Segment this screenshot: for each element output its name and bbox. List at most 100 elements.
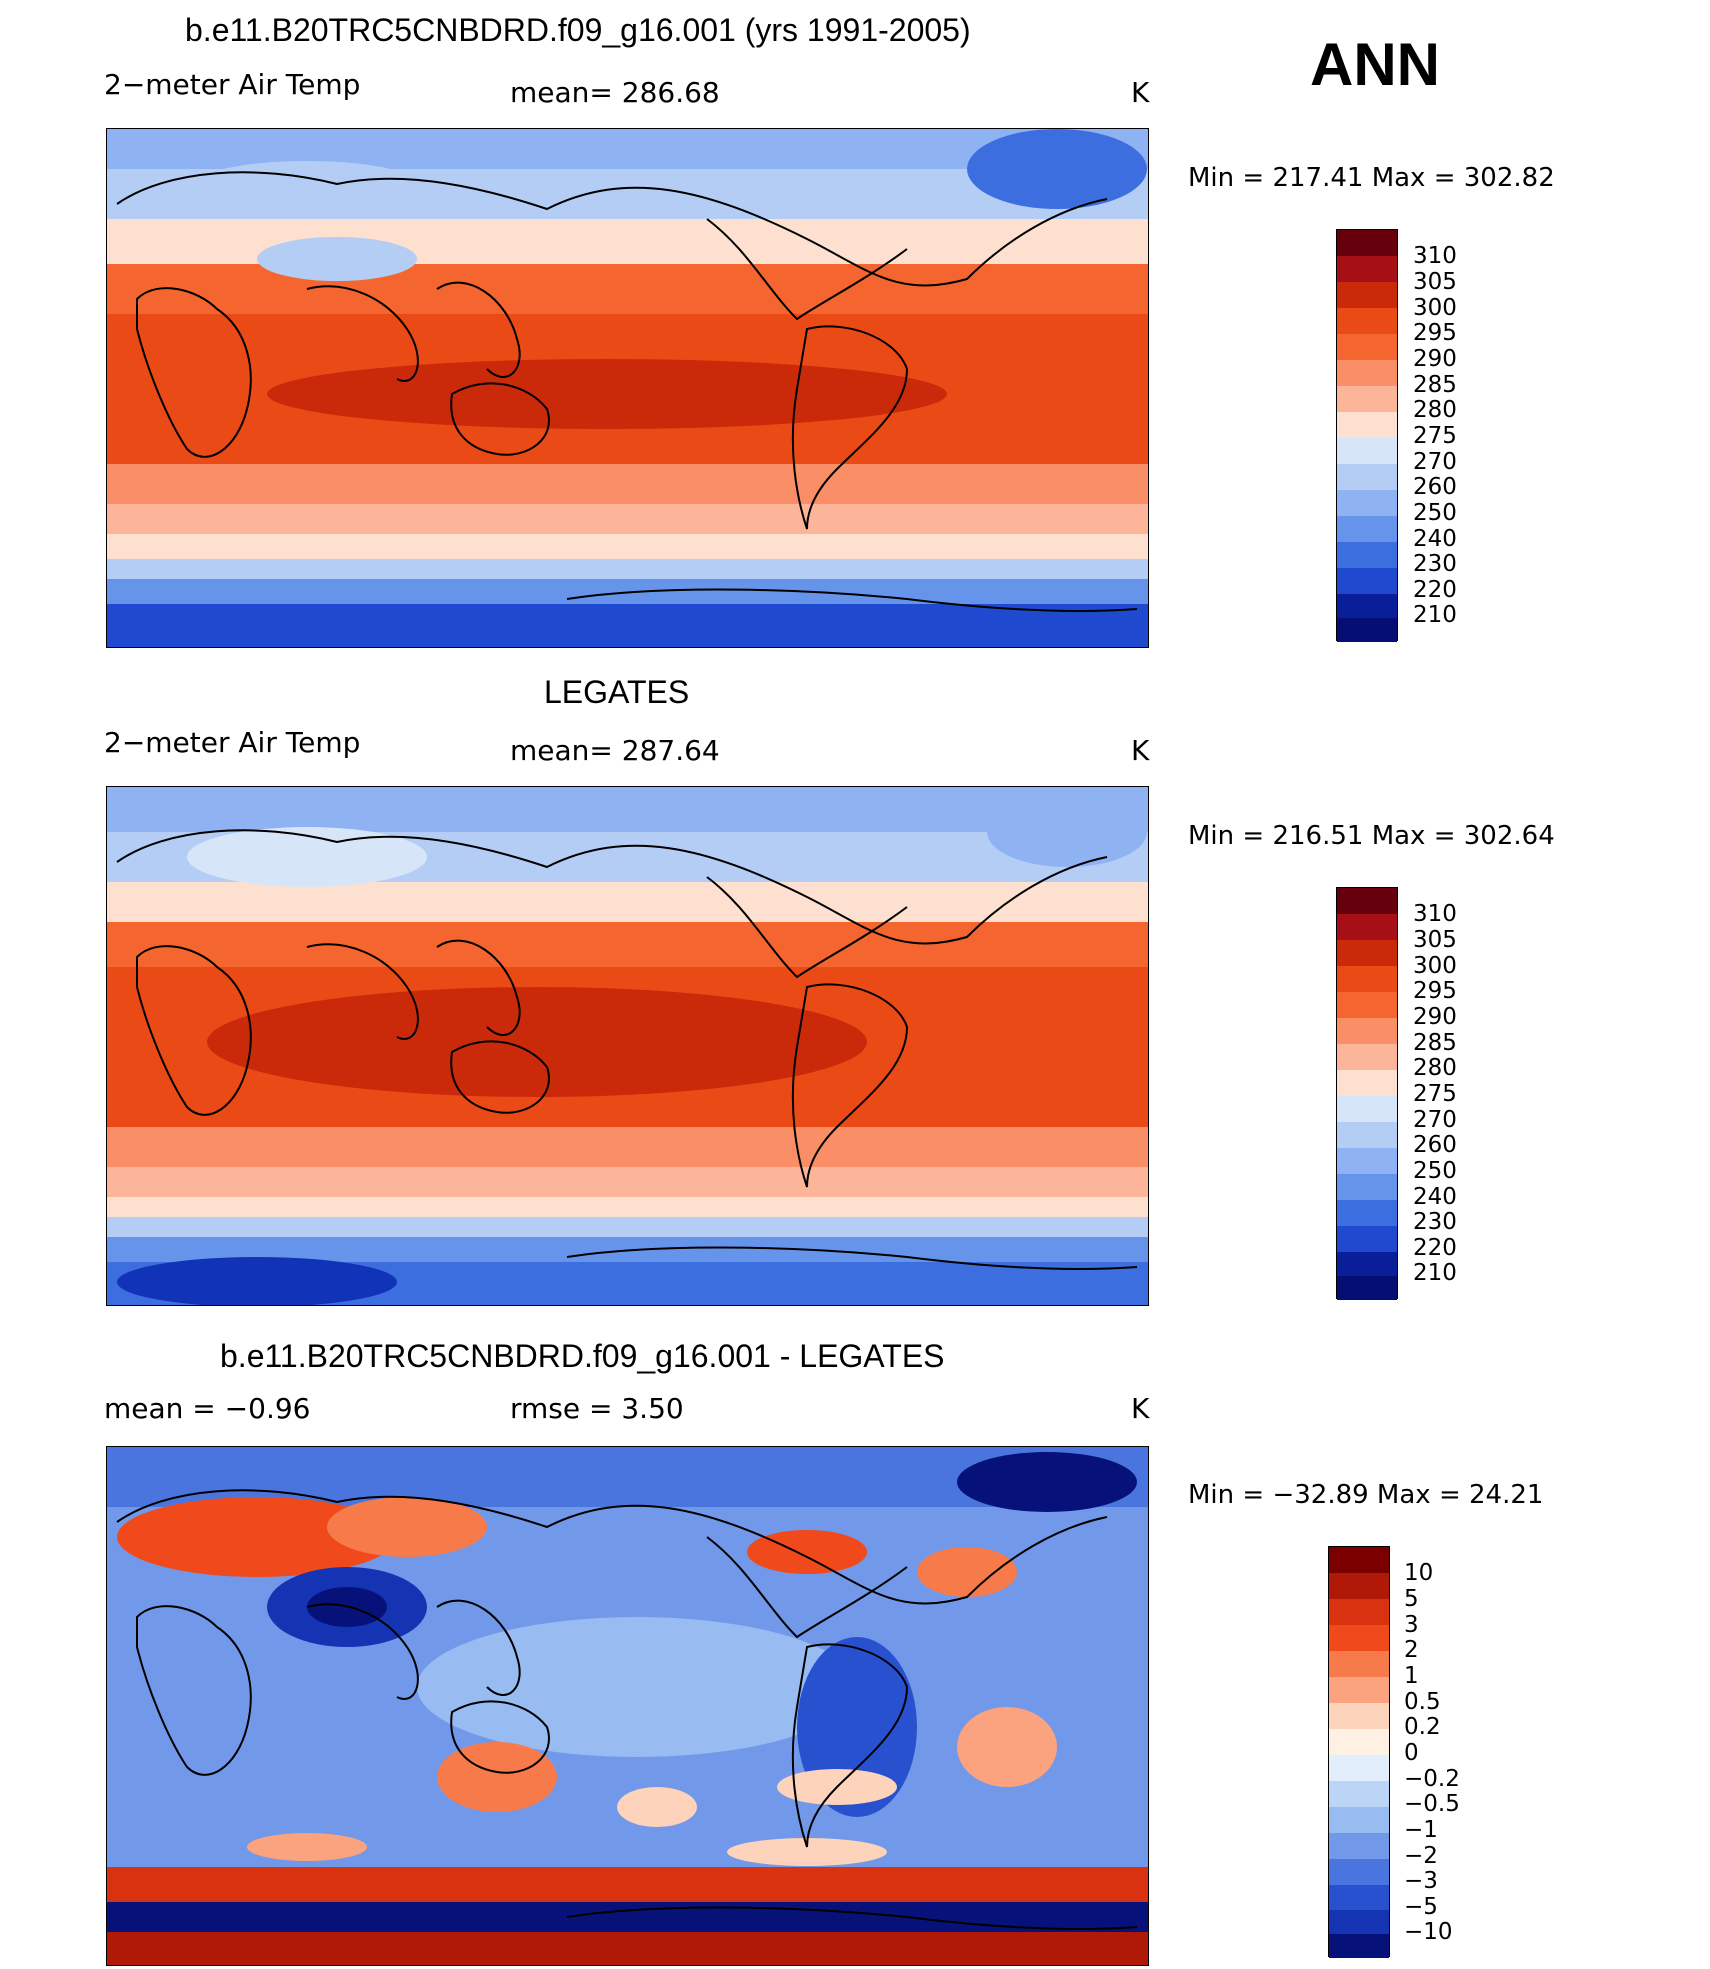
panel2-colorbar-label: 295 bbox=[1413, 978, 1457, 1004]
panel2-colorbar-swatch bbox=[1337, 914, 1397, 940]
panel3-map-svg bbox=[107, 1447, 1148, 1965]
panel2-colorbar-swatch bbox=[1337, 1252, 1397, 1276]
panel1-colorbar-swatch bbox=[1337, 438, 1397, 464]
panel1-colorbar-label: 270 bbox=[1413, 449, 1457, 475]
panel2-minmax: Min = 216.51 Max = 302.64 bbox=[1188, 821, 1555, 851]
panel1-colorbar-swatch bbox=[1337, 334, 1397, 360]
panel2-colorbar-label: 300 bbox=[1413, 953, 1457, 979]
panel3-colorbar-label: −10 bbox=[1404, 1919, 1453, 1945]
panel1-colorbar-label: 295 bbox=[1413, 320, 1457, 346]
panel1-colorbar-label: 260 bbox=[1413, 474, 1457, 500]
panel1-colorbar-label: 305 bbox=[1413, 269, 1457, 295]
panel2-colorbar-label: 275 bbox=[1413, 1081, 1457, 1107]
panel1-colorbar-label: 250 bbox=[1413, 500, 1457, 526]
panel2-map-svg bbox=[107, 787, 1148, 1305]
panel1-colorbar-swatch bbox=[1337, 230, 1397, 256]
panel2-colorbar-swatch bbox=[1337, 1148, 1397, 1174]
panel2-colorbar-swatch bbox=[1337, 940, 1397, 966]
panel1-colorbar-swatch bbox=[1337, 618, 1397, 642]
panel2-colorbar-swatch bbox=[1337, 1044, 1397, 1070]
panel3-colorbar-swatch bbox=[1329, 1599, 1389, 1625]
panel1-colorbar-swatch bbox=[1337, 386, 1397, 412]
panel3-difference-map bbox=[106, 1446, 1149, 1966]
panel3-colorbar-swatch bbox=[1329, 1729, 1389, 1755]
panel3-title: b.e11.B20TRC5CNBDRD.f09_g16.001 - LEGATE… bbox=[220, 1338, 945, 1374]
panel1-colorbar-label: 310 bbox=[1413, 243, 1457, 269]
panel3-rmse-label: rmse = 3.50 bbox=[510, 1392, 684, 1425]
panel3-colorbar-swatch bbox=[1329, 1573, 1389, 1599]
panel1-temperature-map bbox=[106, 128, 1149, 648]
panel1-colorbar-swatch bbox=[1337, 516, 1397, 542]
season-annotation: ANN bbox=[1310, 31, 1440, 98]
panel3-colorbar-label: 0.5 bbox=[1404, 1689, 1441, 1715]
panel2-colorbar-swatch bbox=[1337, 1200, 1397, 1226]
panel3-colorbar-label: 3 bbox=[1404, 1612, 1419, 1638]
panel2-colorbar-swatch bbox=[1337, 1276, 1397, 1300]
panel1-colorbar-label: 280 bbox=[1413, 397, 1457, 423]
panel2-colorbar-swatch bbox=[1337, 992, 1397, 1018]
panel2-colorbar-label: 270 bbox=[1413, 1107, 1457, 1133]
panel3-colorbar-label: −3 bbox=[1404, 1868, 1438, 1894]
panel3-colorbar-swatch bbox=[1329, 1677, 1389, 1703]
panel1-colorbar-label: 240 bbox=[1413, 526, 1457, 552]
panel3-colorbar-label: 10 bbox=[1404, 1560, 1434, 1586]
panel2-colorbar-label: 240 bbox=[1413, 1184, 1457, 1210]
panel3-minmax: Min = −32.89 Max = 24.21 bbox=[1188, 1480, 1544, 1510]
panel3-colorbar-label: −1 bbox=[1404, 1817, 1438, 1843]
panel3-colorbar-swatch bbox=[1329, 1755, 1389, 1781]
panel2-colorbar-label: 250 bbox=[1413, 1158, 1457, 1184]
panel2-title: LEGATES bbox=[544, 674, 690, 710]
panel1-colorbar-swatch bbox=[1337, 542, 1397, 568]
panel3-colorbar-swatch bbox=[1329, 1833, 1389, 1859]
panel2-colorbar-label: 285 bbox=[1413, 1030, 1457, 1056]
panel2-colorbar-swatch bbox=[1337, 1070, 1397, 1096]
panel1-map-svg bbox=[107, 129, 1148, 647]
panel3-colorbar-swatch bbox=[1329, 1651, 1389, 1677]
panel3-colorbar-swatch bbox=[1329, 1703, 1389, 1729]
panel1-left-label: 2−meter Air Temp bbox=[104, 68, 361, 101]
panel1-colorbar-label: 275 bbox=[1413, 423, 1457, 449]
panel3-colorbar-label: −5 bbox=[1404, 1894, 1438, 1920]
panel2-colorbar-swatch bbox=[1337, 1018, 1397, 1044]
panel1-mean-label: mean= 286.68 bbox=[510, 76, 720, 109]
panel3-colorbar-label: 5 bbox=[1404, 1586, 1419, 1612]
panel2-colorbar-swatch bbox=[1337, 1122, 1397, 1148]
panel1-colorbar-swatch bbox=[1337, 360, 1397, 386]
panel3-colorbar-swatch bbox=[1329, 1781, 1389, 1807]
panel2-mean-label: mean= 287.64 bbox=[510, 734, 720, 767]
panel2-colorbar-label: 280 bbox=[1413, 1055, 1457, 1081]
panel1-colorbar-swatch bbox=[1337, 594, 1397, 618]
panel3-colorbar-swatch bbox=[1329, 1910, 1389, 1934]
panel2-temperature-map bbox=[106, 786, 1149, 1306]
panel1-units: K bbox=[1131, 76, 1150, 109]
panel3-colorbar-label: −0.2 bbox=[1404, 1766, 1460, 1792]
panel1-colorbar-label: 210 bbox=[1413, 602, 1457, 628]
panel3-colorbar-swatch bbox=[1329, 1807, 1389, 1833]
panel3-colorbar-label: 0 bbox=[1404, 1740, 1419, 1766]
panel1-minmax: Min = 217.41 Max = 302.82 bbox=[1188, 163, 1555, 193]
panel1-colorbar-label: 300 bbox=[1413, 295, 1457, 321]
panel1-colorbar-swatch bbox=[1337, 568, 1397, 594]
panel3-colorbar-swatch bbox=[1329, 1547, 1389, 1573]
panel2-colorbar-label: 290 bbox=[1413, 1004, 1457, 1030]
panel3-colorbar-swatch bbox=[1329, 1934, 1389, 1958]
panel2-colorbar-swatch bbox=[1337, 1226, 1397, 1252]
panel1-colorbar-swatch bbox=[1337, 412, 1397, 438]
panel2-colorbar bbox=[1336, 887, 1398, 1300]
panel2-colorbar-label: 310 bbox=[1413, 901, 1457, 927]
panel3-colorbar-label: 2 bbox=[1404, 1637, 1419, 1663]
panel2-colorbar-swatch bbox=[1337, 888, 1397, 914]
panel3-colorbar-label: 1 bbox=[1404, 1663, 1419, 1689]
panel2-colorbar-label: 305 bbox=[1413, 927, 1457, 953]
panel2-colorbar-label: 260 bbox=[1413, 1132, 1457, 1158]
panel3-colorbar-label: 0.2 bbox=[1404, 1714, 1441, 1740]
panel1-colorbar-swatch bbox=[1337, 464, 1397, 490]
panel3-colorbar-swatch bbox=[1329, 1859, 1389, 1885]
panel3-colorbar-label: −0.5 bbox=[1404, 1791, 1460, 1817]
panel3-mean-label: mean = −0.96 bbox=[104, 1392, 311, 1425]
panel2-colorbar-label: 210 bbox=[1413, 1260, 1457, 1286]
panel1-colorbar-label: 220 bbox=[1413, 577, 1457, 603]
panel1-colorbar-swatch bbox=[1337, 282, 1397, 308]
panel2-colorbar-label: 230 bbox=[1413, 1209, 1457, 1235]
panel1-colorbar-swatch bbox=[1337, 490, 1397, 516]
